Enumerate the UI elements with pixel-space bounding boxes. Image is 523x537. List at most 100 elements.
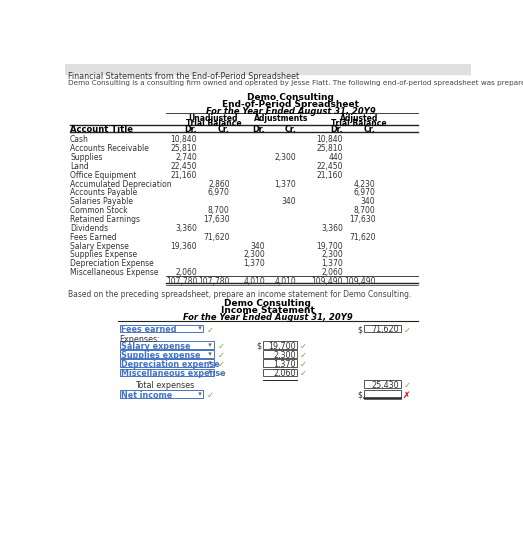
Text: Net income: Net income — [121, 391, 173, 400]
Text: Office Equipment: Office Equipment — [70, 171, 137, 180]
FancyBboxPatch shape — [120, 368, 214, 376]
Text: ✓: ✓ — [403, 381, 410, 390]
Text: Demo Consulting: Demo Consulting — [247, 93, 334, 102]
Text: Depreciation expense: Depreciation expense — [121, 360, 220, 369]
Text: ▾: ▾ — [207, 360, 212, 366]
Text: Cr.: Cr. — [285, 125, 297, 134]
Text: Miscellaneous Expense: Miscellaneous Expense — [70, 268, 158, 277]
Text: ✓: ✓ — [403, 325, 410, 335]
Text: 2,060: 2,060 — [273, 369, 295, 379]
Text: Accounts Payable: Accounts Payable — [70, 188, 137, 198]
Text: 10,840: 10,840 — [170, 135, 197, 144]
Text: 107,780: 107,780 — [198, 277, 230, 286]
Text: 71,620: 71,620 — [349, 233, 376, 242]
Text: 25,810: 25,810 — [170, 144, 197, 153]
Text: Supplies expense: Supplies expense — [121, 351, 201, 360]
Text: 22,450: 22,450 — [170, 162, 197, 171]
Text: 25,810: 25,810 — [316, 144, 343, 153]
FancyBboxPatch shape — [120, 350, 214, 358]
Text: Expenses:: Expenses: — [120, 335, 161, 344]
Text: Dr.: Dr. — [185, 125, 197, 134]
FancyBboxPatch shape — [364, 325, 401, 332]
Text: ✓: ✓ — [300, 369, 306, 379]
Text: 340: 340 — [361, 197, 376, 206]
Text: ▾: ▾ — [196, 391, 201, 397]
Text: 17,630: 17,630 — [349, 215, 376, 224]
Text: 4,230: 4,230 — [354, 179, 376, 188]
Text: Supplies Expense: Supplies Expense — [70, 250, 137, 259]
Text: End-of-Period Spreadsheet: End-of-Period Spreadsheet — [222, 100, 359, 109]
Text: Land: Land — [70, 162, 89, 171]
Text: 19,360: 19,360 — [170, 242, 197, 251]
FancyBboxPatch shape — [120, 325, 203, 332]
Text: ✓: ✓ — [207, 391, 213, 400]
Text: Total expenses: Total expenses — [135, 381, 195, 390]
FancyBboxPatch shape — [120, 341, 214, 349]
Text: ✓: ✓ — [217, 351, 224, 360]
Text: 109,490: 109,490 — [311, 277, 343, 286]
Text: Fees earned: Fees earned — [121, 325, 177, 335]
Text: $: $ — [358, 391, 362, 400]
Text: 2,300: 2,300 — [321, 250, 343, 259]
Text: 4,010: 4,010 — [244, 277, 265, 286]
Text: Miscellaneous expense: Miscellaneous expense — [121, 369, 226, 379]
Text: 1,370: 1,370 — [244, 259, 265, 268]
Text: 8,700: 8,700 — [354, 206, 376, 215]
Text: 1,370: 1,370 — [321, 259, 343, 268]
Text: Salary Expense: Salary Expense — [70, 242, 129, 251]
Text: 3,360: 3,360 — [175, 224, 197, 233]
Text: 4,010: 4,010 — [275, 277, 297, 286]
Text: ✓: ✓ — [207, 325, 213, 335]
Text: Trial Balance: Trial Balance — [331, 119, 387, 128]
Text: Depreciation Expense: Depreciation Expense — [70, 259, 154, 268]
Text: For the Year Ended August 31, 20Y9: For the Year Ended August 31, 20Y9 — [183, 313, 353, 322]
Text: 109,490: 109,490 — [344, 277, 376, 286]
Text: 17,630: 17,630 — [203, 215, 230, 224]
Text: 340: 340 — [251, 242, 265, 251]
Text: Accounts Receivable: Accounts Receivable — [70, 144, 149, 153]
Text: 21,160: 21,160 — [316, 171, 343, 180]
Text: 6,970: 6,970 — [354, 188, 376, 198]
Text: 19,700: 19,700 — [316, 242, 343, 251]
Text: Cash: Cash — [70, 135, 89, 144]
Text: Retained Earnings: Retained Earnings — [70, 215, 140, 224]
Text: 2,300: 2,300 — [244, 250, 265, 259]
FancyBboxPatch shape — [263, 359, 297, 367]
Text: ✓: ✓ — [300, 351, 306, 360]
Text: Salary expense: Salary expense — [121, 342, 191, 351]
Text: Accumulated Depreciation: Accumulated Depreciation — [70, 179, 172, 188]
FancyBboxPatch shape — [263, 350, 297, 358]
Text: Unadjusted: Unadjusted — [189, 114, 238, 123]
Text: Adjusted: Adjusted — [340, 114, 378, 123]
Text: Supplies: Supplies — [70, 153, 103, 162]
Text: 1,370: 1,370 — [273, 360, 295, 369]
Text: 25,430: 25,430 — [372, 381, 400, 390]
Text: Demo Consulting is a consulting firm owned and operated by Jesse Flatt. The foll: Demo Consulting is a consulting firm own… — [69, 80, 523, 86]
FancyBboxPatch shape — [263, 368, 297, 376]
Text: ✗: ✗ — [403, 391, 411, 400]
Text: ✓: ✓ — [217, 342, 224, 351]
Text: 6,970: 6,970 — [208, 188, 230, 198]
Text: Fees Earned: Fees Earned — [70, 233, 117, 242]
Text: 8,700: 8,700 — [208, 206, 230, 215]
Text: 3,360: 3,360 — [321, 224, 343, 233]
Text: $: $ — [358, 325, 362, 335]
Text: Based on the preceding spreadsheet, prepare an income statement for Demo Consult: Based on the preceding spreadsheet, prep… — [69, 290, 412, 299]
Text: Income Statement: Income Statement — [221, 306, 315, 315]
Text: 107,780: 107,780 — [166, 277, 197, 286]
Text: $: $ — [257, 342, 262, 351]
Text: Financial Statements from the End-of-Period Spreadsheet: Financial Statements from the End-of-Per… — [69, 72, 300, 81]
Text: ✓: ✓ — [217, 360, 224, 369]
Text: Demo Consulting: Demo Consulting — [224, 299, 311, 308]
Text: 340: 340 — [282, 197, 297, 206]
Text: Cr.: Cr. — [363, 125, 376, 134]
Text: Cr.: Cr. — [218, 125, 230, 134]
Text: Common Stock: Common Stock — [70, 206, 128, 215]
Text: ▾: ▾ — [207, 351, 212, 357]
Text: 2,060: 2,060 — [175, 268, 197, 277]
FancyBboxPatch shape — [120, 390, 203, 398]
Text: Adjustments: Adjustments — [254, 114, 308, 123]
Text: Dividends: Dividends — [70, 224, 108, 233]
Text: 2,060: 2,060 — [321, 268, 343, 277]
Bar — [65, 64, 471, 75]
